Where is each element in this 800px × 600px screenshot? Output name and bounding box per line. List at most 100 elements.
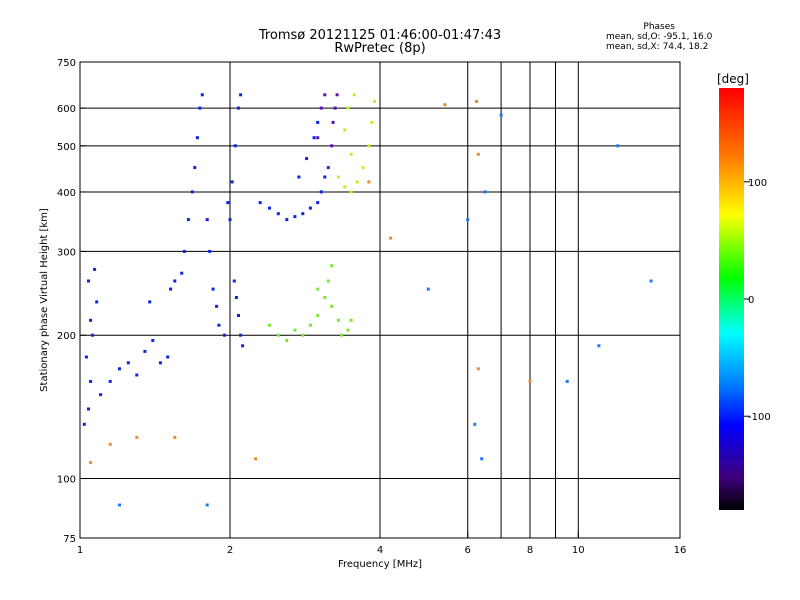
x-tick-label: 8 (527, 545, 533, 556)
data-point (173, 279, 177, 283)
data-point (268, 323, 271, 327)
data-point (319, 190, 323, 194)
data-point (87, 279, 90, 283)
data-point (336, 318, 340, 322)
data-point (232, 279, 236, 283)
x-tick-label: 10 (572, 545, 585, 556)
data-point (649, 279, 653, 283)
data-point (108, 379, 112, 383)
data-point (312, 136, 316, 140)
data-point (82, 422, 86, 426)
data-point (276, 212, 280, 216)
data-point (316, 120, 320, 124)
data-point (254, 457, 257, 461)
data-point (89, 318, 93, 322)
data-point (343, 128, 347, 132)
colorbar: [deg] 100 0 -100 (717, 72, 771, 510)
data-point (293, 328, 297, 332)
data-point (323, 296, 327, 299)
data-point (108, 442, 112, 446)
data-point (87, 407, 90, 411)
data-point (326, 166, 330, 170)
data-point (616, 144, 620, 148)
data-point (352, 93, 356, 97)
scatter-series (89, 99, 532, 465)
data-point (233, 144, 237, 148)
data-point (208, 249, 212, 253)
data-point (195, 136, 199, 140)
data-point (234, 296, 238, 299)
data-point (169, 287, 173, 291)
y-tick-label: 500 (57, 142, 76, 153)
data-point (211, 287, 215, 291)
data-point (148, 300, 152, 304)
data-point (297, 175, 301, 179)
data-point (343, 185, 347, 189)
data-point (349, 318, 353, 322)
data-point (367, 180, 371, 184)
data-point (186, 218, 190, 222)
data-point (95, 300, 99, 304)
y-tick-label: 100 (57, 475, 76, 486)
x-tick-label: 4 (377, 545, 383, 556)
data-point (349, 152, 353, 156)
chart-subtitle: RwPretec (8p) (334, 41, 426, 56)
y-tick-label: 200 (57, 331, 76, 342)
y-tick-label: 600 (57, 104, 76, 115)
data-point (226, 201, 230, 205)
data-point (597, 344, 601, 348)
data-point (323, 93, 327, 97)
data-point (319, 106, 323, 110)
y-tick-label: 75 (63, 534, 76, 545)
data-point (330, 264, 334, 268)
data-point (268, 206, 271, 210)
data-point (198, 106, 202, 110)
x-tick-label: 6 (465, 545, 471, 556)
data-point (190, 190, 194, 194)
data-point (285, 339, 289, 342)
data-point (89, 379, 93, 383)
data-point (370, 120, 374, 124)
data-point (528, 379, 532, 383)
data-point (336, 175, 340, 179)
data-point (89, 461, 93, 465)
data-point (349, 190, 353, 194)
data-point (217, 323, 221, 327)
data-point (367, 144, 371, 148)
scatter-series (316, 93, 339, 170)
x-tick-label: 1 (77, 545, 83, 556)
phase-heading: Phases (643, 22, 675, 32)
data-point (158, 361, 162, 365)
data-point (476, 367, 480, 371)
x-tick-label: 2 (227, 545, 233, 556)
data-point (126, 361, 130, 365)
data-point (316, 314, 320, 317)
y-axis-label: Stationary phase Virtual Height [km] (39, 208, 50, 392)
colorbar-tick-label: -100 (748, 412, 771, 423)
x-axis-ticks: 1 2 4 6 8 10 16 (77, 532, 686, 556)
colorbar-tick-label: 0 (748, 295, 754, 306)
phase-x-stats: mean, sd,X: 74.4, 18.2 (606, 42, 709, 52)
data-point (93, 267, 97, 271)
data-point (301, 333, 305, 337)
data-point (84, 355, 88, 359)
data-point (340, 333, 344, 337)
y-tick-label: 300 (57, 247, 76, 258)
grid-lines (80, 62, 680, 538)
data-point (241, 344, 245, 348)
data-point (301, 212, 305, 216)
data-point (205, 218, 209, 222)
data-point (200, 93, 204, 97)
data-point (239, 333, 243, 337)
y-axis-ticks: 75 100 200 300 400 500 600 750 (57, 58, 86, 545)
data-point (483, 190, 487, 194)
y-tick-label: 750 (57, 58, 76, 69)
data-point (308, 323, 312, 327)
scatter-series (82, 93, 327, 426)
data-point (355, 180, 359, 184)
data-point (135, 435, 139, 439)
data-point (443, 103, 447, 107)
data-point (335, 93, 339, 97)
data-point (293, 215, 297, 219)
data-point (373, 99, 376, 103)
